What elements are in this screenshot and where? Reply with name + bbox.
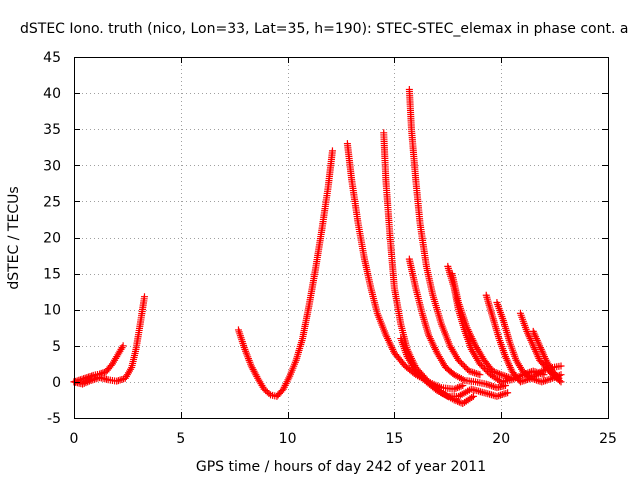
data-point — [457, 382, 465, 390]
chart-title: dSTEC Iono. truth (nico, Lon=33, Lat=35,… — [20, 21, 628, 37]
data-point — [413, 369, 421, 377]
y-tick-label: 25 — [43, 194, 61, 210]
y-tick-label: 20 — [43, 231, 61, 247]
data-point — [82, 379, 90, 387]
grid — [74, 57, 608, 418]
data-point — [454, 384, 462, 392]
data-point — [452, 384, 460, 392]
data-point — [454, 397, 462, 405]
y-tick-label: 30 — [43, 158, 61, 174]
series-7 — [397, 335, 512, 400]
data-point — [459, 382, 467, 390]
series-5 — [405, 85, 484, 379]
data-point — [554, 373, 562, 381]
data-point — [557, 378, 565, 386]
x-tick-label: 25 — [599, 431, 617, 447]
x-tick-label: 10 — [279, 431, 297, 447]
y-tick-label: 40 — [43, 86, 61, 102]
data-point — [265, 389, 273, 397]
data-point — [476, 371, 484, 379]
x-tick-label: 15 — [385, 431, 403, 447]
data-point — [504, 389, 512, 397]
series-1 — [70, 293, 148, 388]
y-tick-label: -5 — [47, 411, 61, 427]
data-point — [84, 378, 92, 386]
x-axis-label: GPS time / hours of day 242 of year 2011 — [196, 459, 486, 475]
series-9 — [448, 270, 516, 382]
y-tick-label: 0 — [52, 375, 61, 391]
data-point — [412, 367, 420, 375]
data-point — [416, 372, 424, 380]
x-tick-label: 0 — [70, 431, 79, 447]
data-point — [418, 373, 426, 381]
data-point — [328, 147, 336, 155]
data-point — [85, 377, 93, 385]
series-6 — [405, 255, 509, 392]
series-3 — [343, 140, 467, 393]
series-13 — [529, 327, 563, 382]
y-tick-label: 35 — [43, 122, 61, 138]
ticks — [74, 57, 609, 419]
x-tick-label: 20 — [492, 431, 510, 447]
data-point — [119, 342, 127, 350]
data-point — [79, 380, 87, 388]
data-point — [490, 368, 498, 376]
data-point — [454, 356, 462, 364]
data-point — [555, 374, 563, 382]
data-point — [458, 359, 466, 367]
tick-labels: 0 5 10 15 20 25 -5 0 5 10 15 20 25 30 35 40 45 — [43, 50, 617, 447]
data-point — [469, 392, 477, 400]
data-point — [455, 383, 463, 391]
data-point — [479, 363, 487, 371]
data-point — [419, 375, 427, 383]
data-point — [462, 364, 470, 372]
y-axis-label: dSTEC / TECUs — [6, 186, 22, 289]
data-point — [415, 370, 423, 378]
series-4 — [380, 129, 477, 408]
y-tick-label: 15 — [43, 267, 61, 283]
data-point — [80, 379, 88, 387]
data-point — [494, 369, 502, 377]
data-point — [489, 367, 497, 375]
series-2 — [234, 147, 336, 400]
x-tick-label: 5 — [176, 431, 185, 447]
data-point — [459, 361, 467, 369]
data-point — [492, 369, 500, 377]
series-11 — [493, 298, 565, 386]
data-point — [476, 360, 484, 368]
y-tick-label: 5 — [52, 339, 61, 355]
data-point — [508, 374, 516, 382]
data-point — [477, 361, 485, 369]
data-point — [461, 362, 469, 370]
data-points — [70, 85, 565, 408]
data-point — [456, 358, 464, 366]
y-tick-label: 45 — [43, 50, 61, 66]
data-point — [140, 293, 148, 301]
data-point — [495, 370, 503, 378]
data-point — [450, 385, 458, 393]
y-tick-label: 10 — [43, 303, 61, 319]
data-point — [557, 362, 565, 370]
